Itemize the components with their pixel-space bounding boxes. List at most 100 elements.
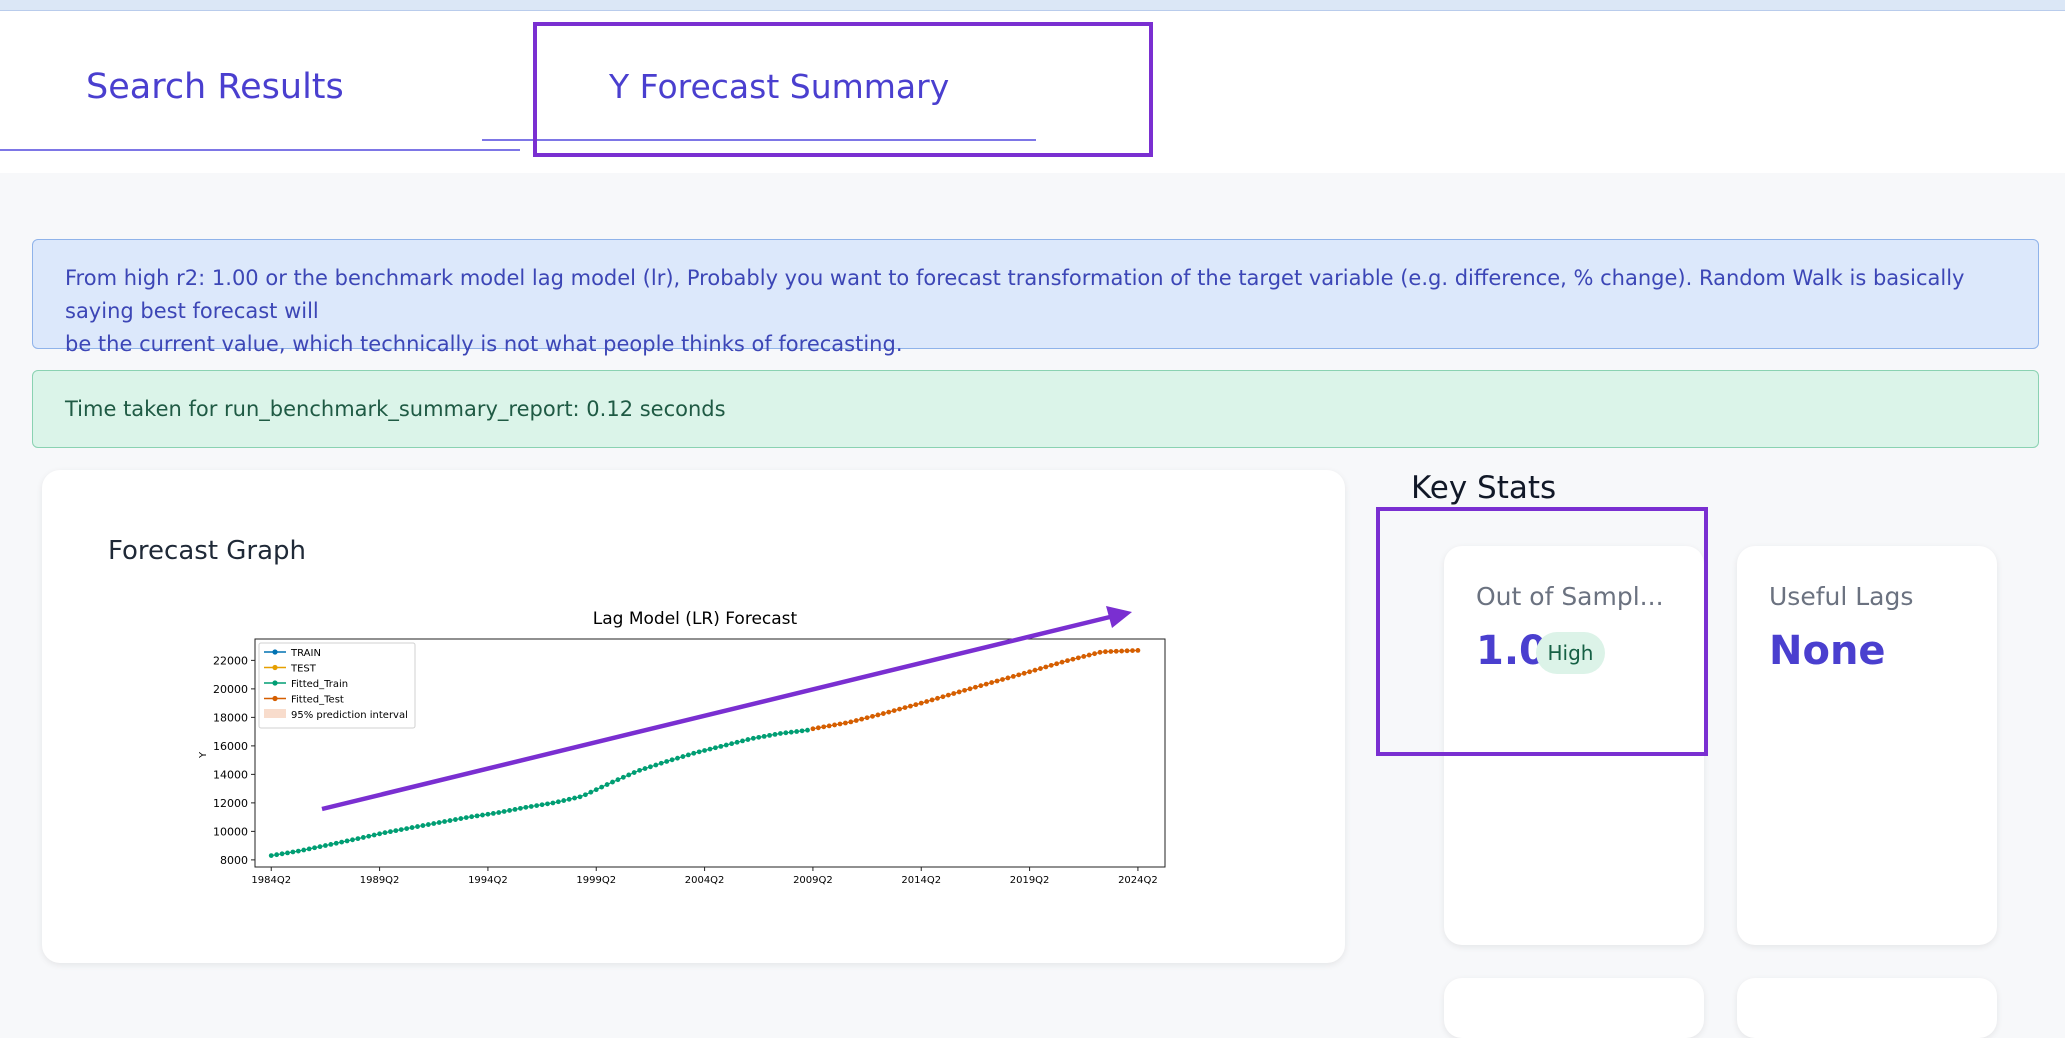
series-point-fitted_train [496,810,502,815]
series-point-fitted_test [1113,648,1119,654]
series-point-fitted_train [490,811,496,816]
series-point-fitted_train [691,750,697,756]
legend-marker [272,695,278,702]
series-point-fitted_train [534,803,540,808]
annotation-highlight-tab [533,22,1153,157]
series-point-fitted_train [420,823,426,828]
series-point-fitted_train [312,845,317,851]
series-point-fitted_train [328,841,334,847]
series-point-fitted_train [279,851,285,857]
x-tick-label: 1984Q2 [251,875,291,886]
legend-box [258,642,416,729]
series-point-fitted_test [837,721,843,727]
series-point-fitted_train [718,743,724,749]
series-point-fitted_test [1032,667,1038,673]
x-tick-label: 2024Q2 [1118,875,1158,886]
series-point-fitted_train [415,824,420,829]
series-point-fitted_test [951,691,957,696]
series-point-fitted_train [620,774,626,780]
series-point-fitted_test [983,681,989,687]
stat-value-out-of-sample: 1.0 [1476,628,1547,674]
series-point-fitted_train [512,807,518,812]
series-point-fitted_test [810,726,816,732]
annotation-arrow [321,613,1115,812]
legend-label: TRAIN [290,648,321,659]
series-point-fitted_train [599,784,605,790]
series-point-fitted_test [973,684,978,690]
series-point-fitted_train [339,839,345,845]
series-point-fitted_test [1065,658,1070,664]
series-point-fitted_test [891,708,897,714]
series-point-fitted_test [962,687,967,693]
series-point-fitted_test [880,711,886,716]
series-point-fitted_train [453,817,458,822]
legend-marker [272,664,278,671]
series-point-fitted_test [1097,649,1103,655]
series-point-fitted_test [924,699,930,704]
series-point-fitted_test [989,680,995,685]
series-point-fitted_train [463,815,469,820]
series-point-fitted_train [713,745,718,751]
series-point-fitted_test [897,706,902,712]
forecast-graph-title: Forecast Graph [108,536,307,566]
legend-label: Fitted_Train [291,679,348,690]
series-point-fitted_train [480,812,485,818]
series-point-fitted_train [458,816,464,821]
series-point-fitted_test [1048,662,1054,668]
series-point-fitted_train [642,766,648,771]
series-point-fitted_train [507,808,512,813]
series-point-fitted_train [680,754,686,759]
stat-card-partial-1 [1444,978,1704,1038]
series-point-fitted_train [485,811,491,817]
series-point-fitted_train [388,829,393,835]
series-point-fitted_test [1059,659,1065,665]
series-line-fitted_train [271,729,808,857]
series-point-fitted_train [377,831,382,837]
chart-legend: TRAIN TEST Fitted_Train Fitted_Test 95% pred… [258,642,416,729]
series-point-fitted_train [545,801,550,807]
series-point-fitted_train [344,838,350,844]
series-point-fitted_test [1043,664,1049,670]
series-point-fitted_test [864,715,870,721]
series-point-fitted_test [1000,677,1005,682]
x-tick-label: 2019Q2 [1010,875,1050,886]
series-point-fitted_test [940,694,946,700]
x-tick-label: 2004Q2 [685,875,725,886]
series-point-fitted_test [1086,652,1092,658]
series-point-fitted_train [555,799,561,805]
series-point-fitted_test [1021,670,1027,676]
series-point-fitted_train [528,804,534,809]
series-point-fitted_train [355,836,361,842]
series-point-fitted_train [323,843,328,848]
series-point-fitted_test [1103,649,1108,655]
series-point-fitted_train [723,742,729,748]
series-point-fitted_train [409,825,415,830]
series-point-fitted_train [285,850,290,856]
tab-y-forecast-summary[interactable]: Y Forecast Summary [609,67,950,106]
series-point-fitted_train [572,795,577,801]
stat-card-useful-lags: Useful Lags None [1737,546,1997,945]
series-point-fitted_test [821,724,827,730]
series-point-fitted_test [1005,675,1011,681]
series-point-fitted_train [778,731,783,736]
series-point-fitted_train [398,827,404,833]
series-point-fitted_test [826,723,832,729]
series-point-fitted_train [268,853,274,858]
series-point-fitted_train [750,735,756,741]
top-strip [0,0,2065,11]
legend-marker [272,680,278,686]
series-point-fitted_test [1124,648,1130,654]
series-point-fitted_test [1016,672,1022,678]
y-tick-label: 8000 [220,854,248,867]
series-point-fitted_test [1010,673,1016,679]
series-point-fitted_test [956,689,962,695]
quality-badge: High [1536,632,1605,674]
success-alert-text: Time taken for run_benchmark_summary_rep… [65,396,726,421]
tab-search-results[interactable]: Search Results [86,67,344,107]
x-tick-label: 1999Q2 [576,875,616,886]
annotation-highlight-stat [1376,507,1708,756]
y-tick-label: 14000 [213,768,248,781]
series-point-fitted_train [436,820,442,825]
series-point-fitted_train [745,737,751,742]
series-point-fitted_test [994,678,1000,684]
